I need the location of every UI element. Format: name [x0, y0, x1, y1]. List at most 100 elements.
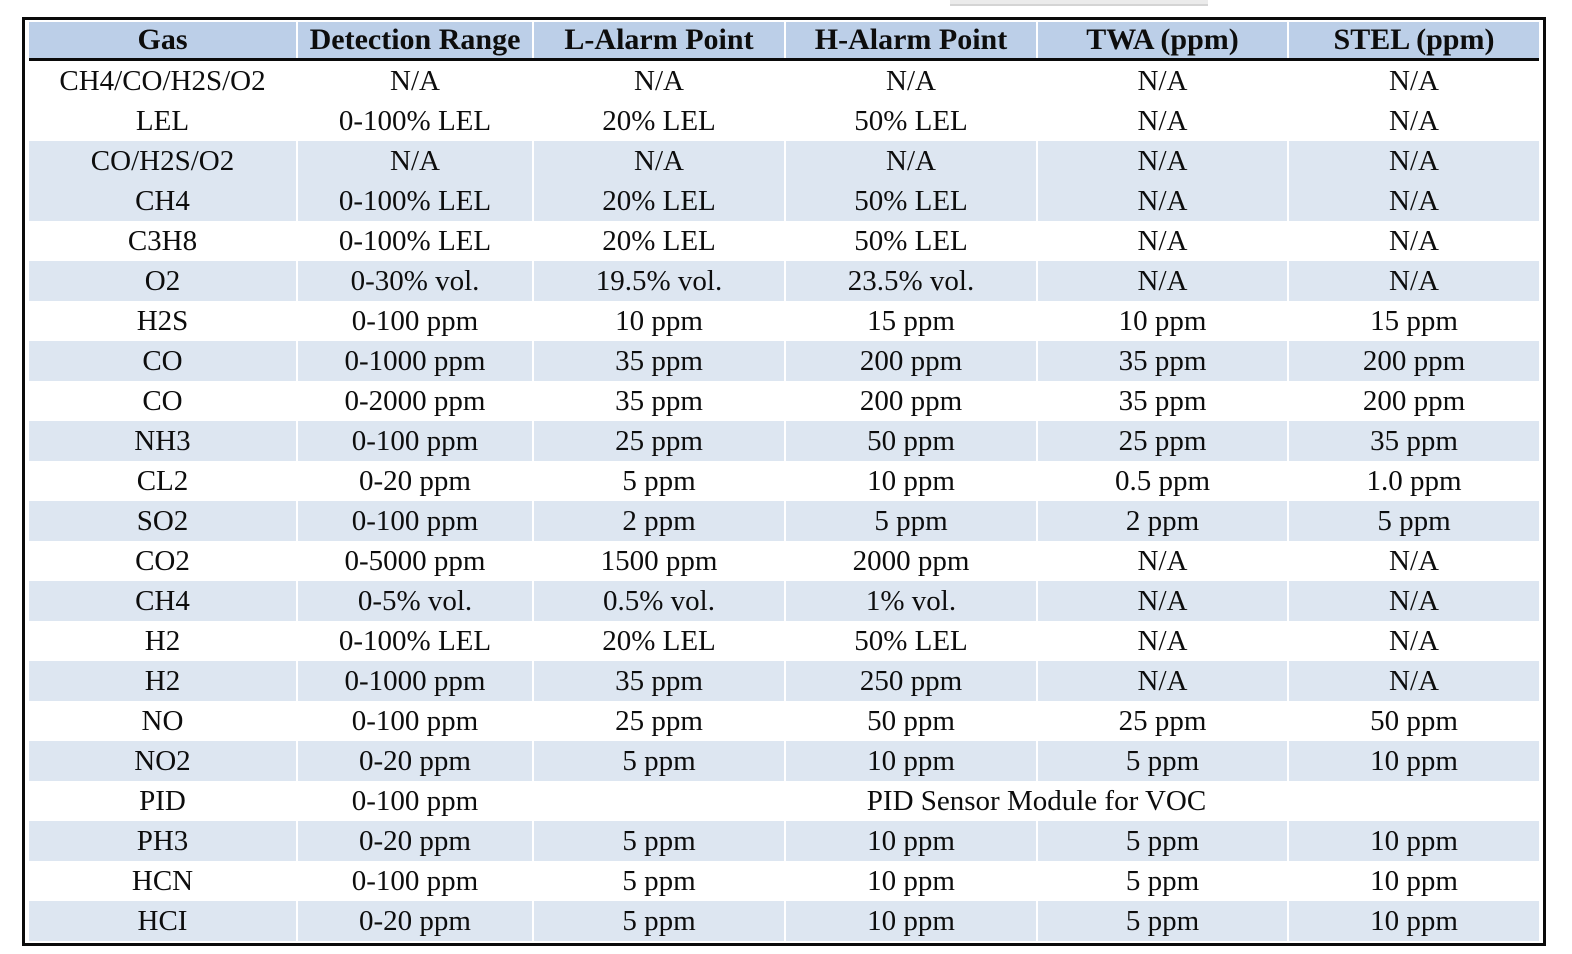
value-cell: 0-20 ppm — [296, 741, 533, 781]
gas-cell: CH4/CO/H2S/O2 — [29, 59, 297, 101]
value-cell: N/A — [1036, 661, 1288, 701]
value-cell: 0-100 ppm — [296, 861, 533, 901]
value-cell: 25 ppm — [532, 421, 785, 461]
col-header-detection-range: Detection Range — [296, 22, 533, 61]
value-cell: 0-20 ppm — [296, 901, 533, 941]
value-cell: 5 ppm — [1036, 901, 1288, 941]
value-cell: 1% vol. — [784, 581, 1037, 621]
value-cell: 50 ppm — [784, 421, 1037, 461]
value-cell: N/A — [1036, 59, 1288, 101]
gas-cell: H2 — [29, 661, 297, 701]
value-cell: N/A — [1287, 261, 1539, 301]
value-cell: 5 ppm — [532, 821, 785, 861]
table-row: H2 0-1000 ppm 35 ppm 250 ppm N/A N/A — [29, 661, 1539, 701]
gas-cell: CH4 — [29, 181, 297, 221]
gas-cell: H2 — [29, 621, 297, 661]
table-row: PH3 0-20 ppm 5 ppm 10 ppm 5 ppm 10 ppm — [29, 821, 1539, 861]
gas-cell: NH3 — [29, 421, 297, 461]
value-cell: 10 ppm — [1287, 901, 1539, 941]
value-cell: 2 ppm — [1036, 501, 1288, 541]
value-cell: N/A — [1287, 581, 1539, 621]
table-row: CO 0-1000 ppm 35 ppm 200 ppm 35 ppm 200 ppm — [29, 341, 1539, 381]
value-cell: 20% LEL — [532, 221, 785, 261]
header-row: Gas Detection Range L-Alarm Point H-Alar… — [29, 22, 1539, 61]
table-row: HCN 0-100 ppm 5 ppm 10 ppm 5 ppm 10 ppm — [29, 861, 1539, 901]
table-row: NH3 0-100 ppm 25 ppm 50 ppm 25 ppm 35 ppm — [29, 421, 1539, 461]
table-row: H2S 0-100 ppm 10 ppm 15 ppm 10 ppm 15 ppm — [29, 301, 1539, 341]
value-cell: 35 ppm — [1036, 381, 1288, 421]
value-cell: 35 ppm — [532, 381, 785, 421]
table-body: CH4/CO/H2S/O2 N/A N/A N/A N/A N/A LEL 0-100% LE… — [29, 59, 1539, 941]
gas-cell: PH3 — [29, 821, 297, 861]
value-cell: 5 ppm — [532, 901, 785, 941]
table-row: NO2 0-20 ppm 5 ppm 10 ppm 5 ppm 10 ppm — [29, 741, 1539, 781]
value-cell: 0-2000 ppm — [296, 381, 533, 421]
gas-cell: NO — [29, 701, 297, 741]
value-cell: 15 ppm — [1287, 301, 1539, 341]
gas-cell: SO2 — [29, 501, 297, 541]
value-cell: 25 ppm — [1036, 421, 1288, 461]
value-cell: N/A — [296, 59, 533, 101]
value-cell: 5 ppm — [1036, 821, 1288, 861]
value-cell: N/A — [1036, 621, 1288, 661]
gas-cell: H2S — [29, 301, 297, 341]
gas-spec-table: Gas Detection Range L-Alarm Point H-Alar… — [29, 22, 1539, 941]
table-row: O2 0-30% vol. 19.5% vol. 23.5% vol. N/A N/A — [29, 261, 1539, 301]
value-cell: N/A — [1287, 661, 1539, 701]
value-cell: 10 ppm — [1036, 301, 1288, 341]
value-cell: 5 ppm — [1036, 861, 1288, 901]
gas-cell: C3H8 — [29, 221, 297, 261]
table-row: PID 0-100 ppm PID Sensor Module for VOC — [29, 781, 1539, 821]
value-cell: N/A — [1287, 59, 1539, 101]
gas-spec-table-frame: Gas Detection Range L-Alarm Point H-Alar… — [22, 17, 1546, 946]
table-row: LEL 0-100% LEL 20% LEL 50% LEL N/A N/A — [29, 101, 1539, 141]
value-cell: N/A — [1287, 221, 1539, 261]
value-cell: N/A — [1036, 581, 1288, 621]
cropped-ui-artifact — [950, 0, 1208, 6]
value-cell: N/A — [532, 59, 785, 101]
value-cell: 0-1000 ppm — [296, 341, 533, 381]
value-cell: 250 ppm — [784, 661, 1037, 701]
value-cell: 10 ppm — [784, 861, 1037, 901]
table-row: NO 0-100 ppm 25 ppm 50 ppm 25 ppm 50 ppm — [29, 701, 1539, 741]
value-cell: 5 ppm — [532, 861, 785, 901]
value-cell: 10 ppm — [532, 301, 785, 341]
gas-cell: HCN — [29, 861, 297, 901]
value-cell: N/A — [784, 141, 1037, 181]
col-header-stel-ppm: STEL (ppm) — [1287, 22, 1539, 61]
value-cell: 20% LEL — [532, 101, 785, 141]
value-cell: 25 ppm — [532, 701, 785, 741]
value-cell: 1.0 ppm — [1287, 461, 1539, 501]
merged-note-cell: PID Sensor Module for VOC — [532, 781, 1539, 821]
value-cell: 10 ppm — [784, 741, 1037, 781]
value-cell: 0-100 ppm — [296, 501, 533, 541]
gas-cell: HCI — [29, 901, 297, 941]
value-cell: N/A — [1036, 221, 1288, 261]
col-header-gas: Gas — [29, 22, 297, 61]
value-cell: 0-100 ppm — [296, 781, 533, 821]
value-cell: 20% LEL — [532, 621, 785, 661]
value-cell: 0-5% vol. — [296, 581, 533, 621]
value-cell: N/A — [1287, 101, 1539, 141]
value-cell: 10 ppm — [784, 821, 1037, 861]
value-cell: 5 ppm — [1036, 741, 1288, 781]
value-cell: 200 ppm — [1287, 341, 1539, 381]
value-cell: N/A — [1036, 541, 1288, 581]
value-cell: 2 ppm — [532, 501, 785, 541]
value-cell: 0-1000 ppm — [296, 661, 533, 701]
value-cell: 50% LEL — [784, 181, 1037, 221]
value-cell: 35 ppm — [532, 661, 785, 701]
value-cell: 50% LEL — [784, 621, 1037, 661]
value-cell: N/A — [1287, 141, 1539, 181]
gas-cell: O2 — [29, 261, 297, 301]
table-row: HCI 0-20 ppm 5 ppm 10 ppm 5 ppm 10 ppm — [29, 901, 1539, 941]
value-cell: 35 ppm — [1287, 421, 1539, 461]
value-cell: 10 ppm — [1287, 741, 1539, 781]
value-cell: 23.5% vol. — [784, 261, 1037, 301]
value-cell: 0-5000 ppm — [296, 541, 533, 581]
table-row: SO2 0-100 ppm 2 ppm 5 ppm 2 ppm 5 ppm — [29, 501, 1539, 541]
value-cell: 35 ppm — [1036, 341, 1288, 381]
table-row: C3H8 0-100% LEL 20% LEL 50% LEL N/A N/A — [29, 221, 1539, 261]
value-cell: 200 ppm — [784, 381, 1037, 421]
value-cell: 0-100% LEL — [296, 181, 533, 221]
